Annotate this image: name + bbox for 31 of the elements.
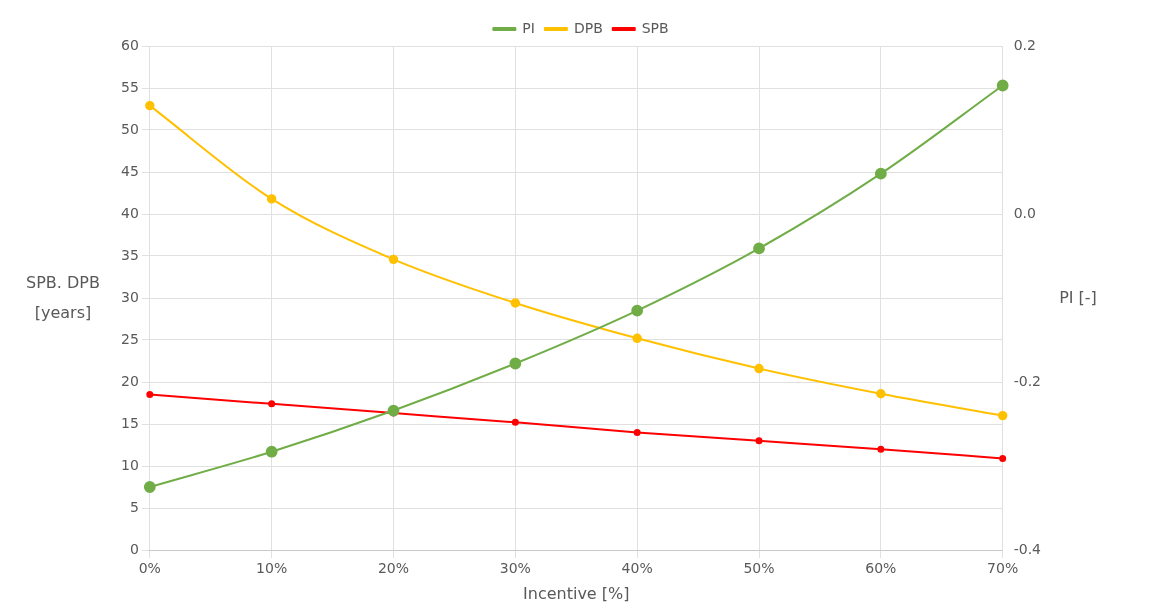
y-axis-title: SPB. DPB [years] bbox=[25, 272, 101, 324]
x-tick-label: 50% bbox=[743, 560, 775, 577]
legend-label: DPB bbox=[573, 19, 603, 36]
y-tick-label: 15 bbox=[120, 414, 139, 431]
x-tick-label: 40% bbox=[621, 560, 653, 577]
x-tick-label: 30% bbox=[499, 560, 531, 577]
y2-tick-label: 0.0 bbox=[1013, 204, 1036, 221]
y-tick-label: 25 bbox=[120, 330, 139, 347]
legend-label: SPB bbox=[641, 19, 669, 36]
x-tick-label: 70% bbox=[987, 560, 1019, 577]
x-tick-label: 0% bbox=[138, 560, 161, 577]
y-tick-label: 55 bbox=[120, 78, 139, 95]
x-axis-title: Incentive [%] bbox=[523, 583, 630, 603]
legend-label: PI bbox=[522, 19, 535, 36]
y2-tick-label: 0.2 bbox=[1013, 36, 1036, 53]
y-tick-label: 60 bbox=[120, 36, 139, 53]
y-tick-label: 0 bbox=[129, 540, 139, 557]
y2-tick-label: -0.4 bbox=[1013, 540, 1042, 557]
y-tick-label: 20 bbox=[120, 372, 139, 389]
x-tick-label: 10% bbox=[256, 560, 288, 577]
y-tick-label: 40 bbox=[120, 204, 139, 221]
y2-axis-title: PI [-] bbox=[1058, 287, 1098, 309]
y-tick-label: 45 bbox=[120, 162, 139, 179]
y-tick-label: 10 bbox=[120, 456, 139, 473]
y-tick-label: 5 bbox=[129, 498, 139, 515]
y-tick-label: 30 bbox=[120, 288, 139, 305]
x-tick-label: 60% bbox=[865, 560, 897, 577]
x-tick-label: 20% bbox=[377, 560, 410, 577]
y2-tick-label: -0.2 bbox=[1013, 372, 1042, 389]
y-tick-label: 35 bbox=[120, 246, 139, 263]
y-tick-label: 50 bbox=[120, 120, 139, 137]
